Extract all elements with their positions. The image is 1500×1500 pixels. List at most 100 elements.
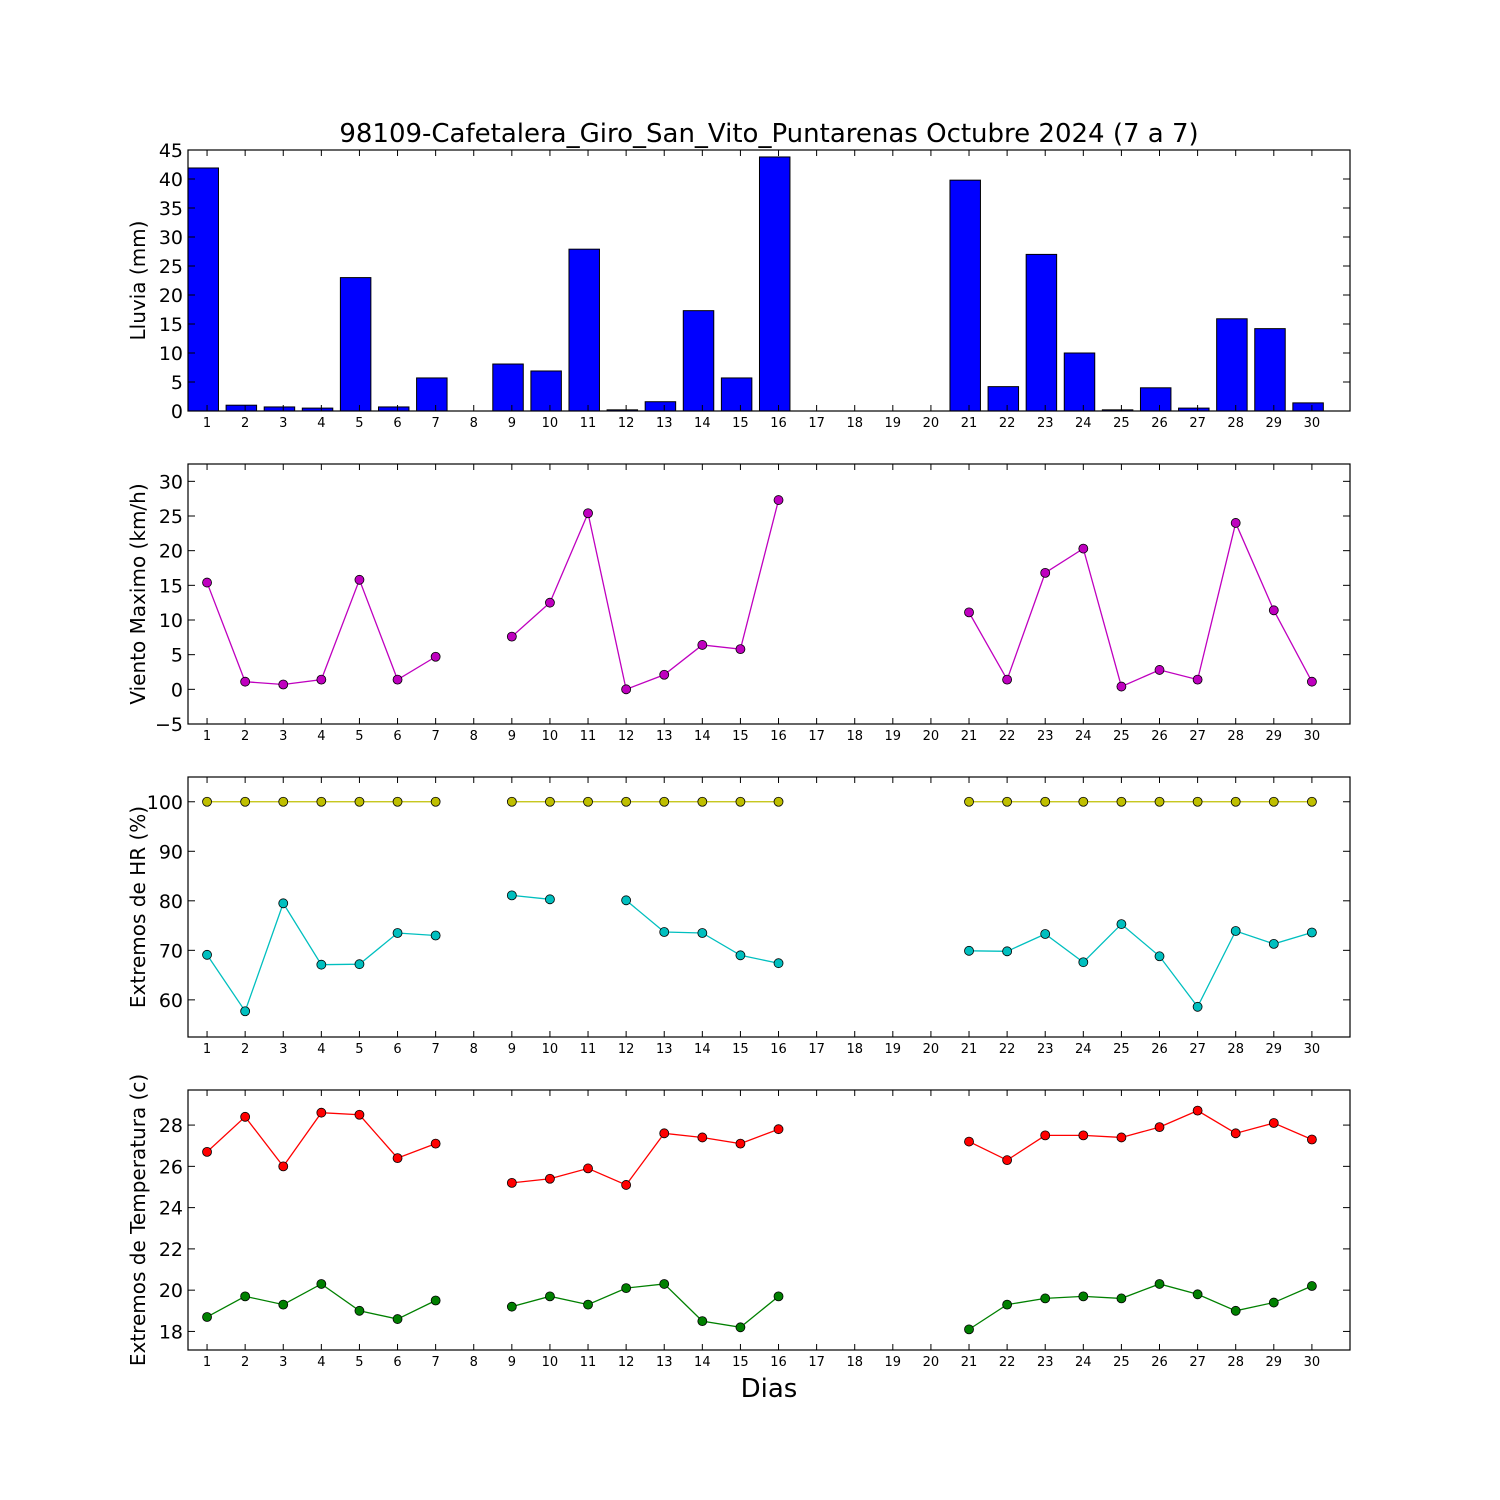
point-viento-0-day-29 [1268, 605, 1279, 616]
x-tick-label: 5 [355, 729, 363, 744]
x-tick-label: 26 [1151, 1042, 1168, 1057]
x-tick-label: 28 [1227, 416, 1244, 431]
x-tick-label: 29 [1266, 1042, 1283, 1057]
line-viento-0-segment-2 [968, 520, 1313, 688]
x-tick-label: 3 [279, 1355, 287, 1370]
bar-day-23 [1025, 253, 1058, 412]
point-hr-1-day-5 [354, 959, 365, 970]
x-tick-label: 3 [279, 729, 287, 744]
x-tick-label: 9 [508, 1042, 516, 1057]
axes-frame-hr [187, 776, 1351, 1038]
point-temperatura-0-day-10 [545, 1173, 555, 1184]
x-tick-label: 20 [923, 416, 940, 431]
y-tick-label: 45 [159, 140, 183, 162]
x-tick-label: 11 [580, 1042, 597, 1057]
point-hr-0-day-3 [278, 796, 289, 807]
x-tick-label: 1 [203, 416, 211, 431]
point-temperatura-1-day-24 [1078, 1291, 1089, 1302]
point-viento-0-day-3 [278, 679, 289, 690]
x-tick-label: 28 [1227, 1355, 1244, 1370]
point-hr-1-day-27 [1192, 1001, 1203, 1012]
point-viento-0-day-26 [1154, 665, 1165, 675]
x-tick-label: 25 [1113, 1355, 1130, 1370]
point-temperatura-1-day-27 [1192, 1289, 1203, 1300]
x-tick-label: 20 [923, 1042, 940, 1057]
x-tick-label: 28 [1227, 1042, 1244, 1057]
x-tick-label: 14 [694, 1355, 711, 1370]
point-temperatura-1-day-16 [773, 1291, 784, 1302]
x-tick-label: 12 [618, 416, 635, 431]
x-tick-label: 23 [1037, 1355, 1054, 1370]
x-tick-label: 18 [846, 1042, 863, 1057]
x-tick-label: 1 [203, 729, 211, 744]
point-temperatura-1-day-22 [1002, 1299, 1013, 1310]
point-temperatura-0-day-21 [964, 1136, 974, 1147]
point-hr-0-day-21 [964, 796, 974, 807]
y-axis-label-lluvia: Lluvia (mm) [126, 221, 150, 341]
point-viento-0-day-9 [506, 631, 517, 642]
bar-day-1 [187, 167, 219, 412]
x-tick-label: 24 [1075, 729, 1092, 744]
y-tick-label: 5 [171, 372, 183, 394]
point-viento-0-day-16 [773, 495, 784, 505]
y-tick-label: 10 [159, 610, 183, 632]
line-viento-0-segment-0 [206, 577, 436, 686]
point-hr-1-day-2 [240, 1006, 251, 1017]
panel-viento: 1 2 3 4 5 6 7 8 9 10 11 12 13 14 15 16 17 18 19 20 21 22 23 24 2… [126, 463, 1351, 744]
point-temperatura-1-day-11 [583, 1299, 593, 1310]
y-tick-label: 25 [159, 256, 183, 278]
y-tick-label: 30 [159, 471, 183, 493]
x-tick-label: 2 [241, 729, 249, 744]
y-tick-label: 26 [159, 1156, 183, 1178]
point-temperatura-1-day-29 [1268, 1297, 1279, 1308]
x-tick-label: 9 [508, 729, 516, 744]
x-tick-label: 13 [656, 1355, 673, 1370]
x-tick-label: 1 [203, 1042, 211, 1057]
point-temperatura-0-day-5 [354, 1109, 365, 1120]
point-hr-0-day-23 [1040, 796, 1051, 807]
point-viento-0-day-6 [392, 674, 403, 685]
point-hr-1-day-13 [659, 927, 670, 937]
point-viento-0-day-23 [1040, 567, 1051, 578]
y-axis-label-temperatura: Extremos de Temperatura (c) [126, 1074, 150, 1366]
x-tick-label: 17 [808, 416, 825, 431]
point-temperatura-0-day-14 [697, 1132, 708, 1143]
point-temperatura-0-day-30 [1307, 1134, 1317, 1145]
bar-day-21 [949, 179, 981, 412]
x-tick-label: 20 [923, 729, 940, 744]
point-temperatura-0-day-24 [1078, 1130, 1089, 1141]
y-tick-label: 10 [159, 343, 183, 365]
bar-day-10 [530, 370, 562, 412]
point-hr-1-day-23 [1040, 929, 1051, 939]
y-tick-label: 28 [159, 1115, 183, 1137]
line-hr-1-segment-0 [206, 901, 436, 1013]
x-tick-label: 1 [203, 1355, 211, 1370]
point-hr-1-day-12 [621, 895, 632, 906]
point-hr-1-day-3 [278, 898, 289, 909]
x-tick-label: 24 [1075, 1042, 1092, 1057]
y-tick-label: 15 [159, 314, 183, 336]
x-tick-label: 19 [885, 416, 902, 431]
point-viento-0-day-24 [1078, 543, 1089, 554]
point-hr-0-day-30 [1307, 796, 1317, 807]
x-tick-label: 21 [961, 416, 978, 431]
y-tick-label: 100 [147, 792, 183, 814]
x-tick-label: 7 [431, 1042, 439, 1057]
point-viento-0-day-11 [583, 508, 593, 519]
point-temperatura-1-day-2 [240, 1291, 251, 1302]
x-tick-label: 19 [885, 1355, 902, 1370]
x-tick-label: 8 [470, 416, 478, 431]
x-tick-label: 26 [1151, 416, 1168, 431]
bar-day-11 [568, 248, 600, 412]
x-tick-label: 24 [1075, 416, 1092, 431]
point-viento-0-day-25 [1116, 681, 1127, 692]
chart-title: 98109-Cafetalera_Giro_San_Vito_Puntarena… [339, 119, 1198, 149]
x-tick-label: 10 [542, 1355, 559, 1370]
line-temperatura-1-segment-1 [511, 1283, 779, 1328]
point-hr-1-day-10 [545, 894, 555, 905]
y-tick-label: 30 [159, 227, 183, 249]
x-tick-label: 18 [846, 729, 863, 744]
x-tick-label: 23 [1037, 416, 1054, 431]
point-hr-1-day-22 [1002, 946, 1013, 957]
point-temperatura-1-day-1 [202, 1312, 212, 1322]
